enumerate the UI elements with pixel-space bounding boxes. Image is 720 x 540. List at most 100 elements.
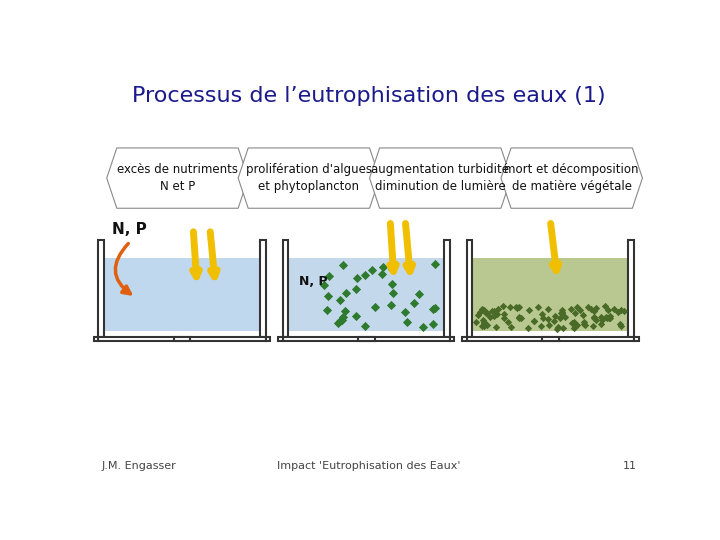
Point — [359, 321, 370, 330]
Bar — [467, 240, 634, 341]
Point — [569, 323, 580, 332]
Point — [544, 320, 555, 329]
Point — [366, 265, 378, 274]
Point — [559, 313, 571, 322]
Text: Processus de l’eutrophisation des eaux (1): Processus de l’eutrophisation des eaux (… — [132, 86, 606, 106]
Point — [590, 303, 601, 312]
Point — [569, 309, 580, 318]
Point — [528, 316, 540, 325]
Point — [427, 305, 438, 313]
Point — [385, 301, 397, 309]
Point — [595, 320, 606, 328]
Point — [478, 318, 490, 326]
Point — [536, 310, 548, 319]
Point — [513, 314, 525, 322]
Point — [337, 312, 348, 321]
Point — [582, 303, 593, 312]
Point — [502, 318, 513, 327]
Bar — [358, 337, 374, 341]
Point — [548, 317, 559, 326]
Point — [474, 308, 485, 316]
Point — [478, 321, 490, 330]
Polygon shape — [501, 148, 642, 208]
Point — [523, 306, 534, 314]
Bar — [467, 240, 472, 337]
Point — [429, 259, 441, 268]
Point — [585, 305, 597, 314]
Bar — [282, 240, 450, 341]
Point — [600, 313, 612, 322]
Bar — [99, 240, 266, 341]
Point — [513, 302, 524, 311]
Point — [615, 306, 626, 315]
Point — [321, 306, 333, 315]
Text: augmentation turbidité
diminution de lumière: augmentation turbidité diminution de lum… — [372, 163, 509, 193]
Point — [580, 320, 591, 329]
Point — [427, 320, 438, 328]
Point — [556, 305, 567, 314]
Bar — [467, 337, 634, 341]
Bar — [629, 240, 634, 337]
Point — [522, 323, 534, 332]
Point — [595, 313, 607, 321]
Point — [557, 324, 569, 333]
Point — [555, 308, 567, 317]
Point — [351, 273, 363, 282]
Bar — [450, 337, 454, 341]
Point — [603, 314, 615, 322]
Point — [323, 272, 335, 280]
Point — [578, 318, 590, 327]
Point — [490, 322, 502, 331]
Point — [578, 320, 590, 328]
Point — [589, 307, 600, 315]
Point — [341, 288, 352, 297]
Point — [498, 302, 509, 310]
Point — [510, 303, 521, 312]
Point — [588, 314, 600, 322]
Point — [471, 318, 482, 326]
Point — [572, 321, 583, 329]
Point — [601, 313, 613, 322]
Point — [485, 313, 496, 321]
Point — [513, 313, 525, 322]
Point — [602, 305, 613, 314]
Bar — [104, 258, 260, 331]
Bar — [99, 337, 266, 341]
Point — [336, 315, 347, 324]
Point — [479, 306, 490, 314]
Point — [552, 322, 564, 331]
Point — [488, 307, 500, 315]
Point — [481, 309, 492, 318]
Point — [318, 281, 330, 289]
Point — [568, 318, 580, 327]
Polygon shape — [238, 148, 379, 208]
Text: Impact 'Eutrophisation des Eaux': Impact 'Eutrophisation des Eaux' — [277, 462, 461, 471]
Point — [377, 262, 389, 271]
Point — [369, 303, 381, 312]
Bar — [288, 258, 444, 331]
Point — [577, 311, 589, 320]
Bar — [472, 258, 629, 331]
Point — [587, 322, 598, 330]
Point — [334, 295, 346, 304]
Point — [604, 312, 616, 320]
Text: prolifération d'algues
et phytoplancton: prolifération d'algues et phytoplancton — [246, 163, 372, 193]
Point — [481, 308, 492, 317]
Point — [429, 304, 441, 313]
Point — [516, 314, 527, 322]
Point — [339, 307, 351, 315]
Bar — [282, 337, 450, 341]
Point — [528, 317, 539, 326]
Text: N, P: N, P — [112, 222, 147, 238]
Text: mort et décomposition
de matière végétale: mort et décomposition de matière végétal… — [505, 163, 639, 193]
Point — [596, 315, 608, 324]
Polygon shape — [107, 148, 248, 208]
Point — [486, 307, 498, 315]
Point — [618, 307, 630, 315]
Text: 11: 11 — [623, 462, 637, 471]
Point — [386, 279, 397, 288]
Point — [543, 305, 554, 313]
Point — [504, 303, 516, 312]
Point — [614, 320, 626, 328]
Polygon shape — [369, 148, 511, 208]
